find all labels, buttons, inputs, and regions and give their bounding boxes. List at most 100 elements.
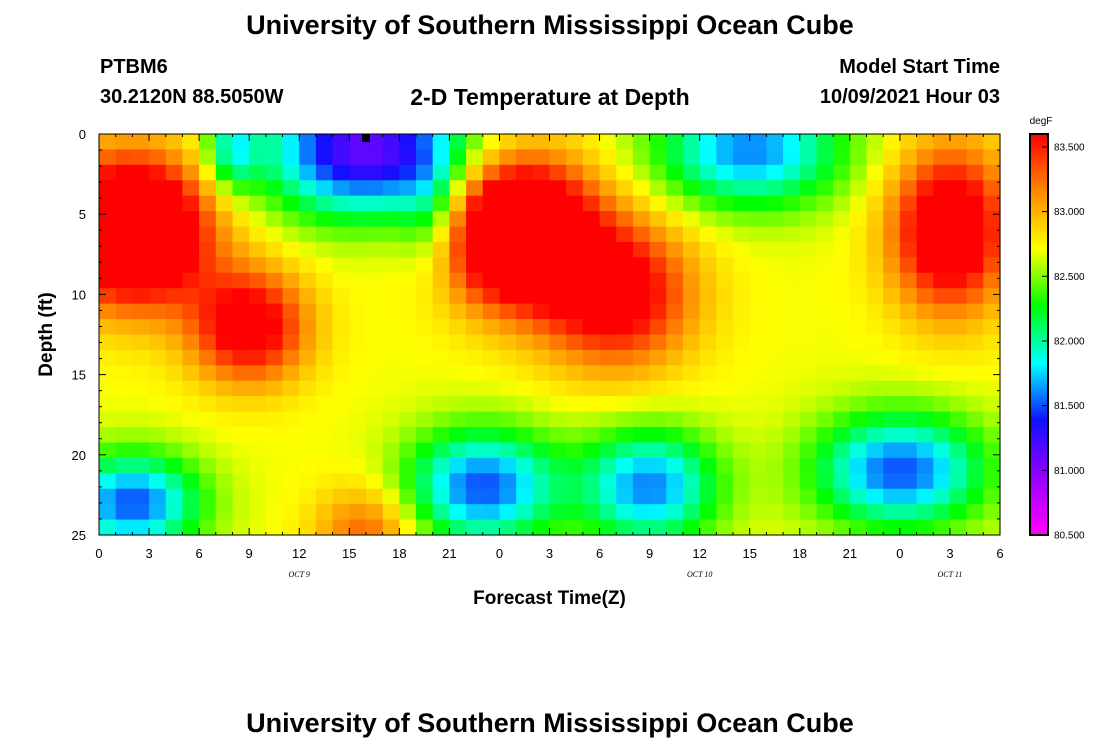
heatmap-cell [265, 396, 284, 413]
heatmap-cell [499, 226, 517, 243]
heatmap-cell [582, 396, 601, 413]
heatmap-cell [432, 257, 450, 274]
y-tick-label: 20 [72, 448, 86, 463]
heatmap-cell [549, 365, 567, 382]
heatmap-cell [165, 334, 184, 351]
heatmap-cell [399, 457, 417, 474]
heatmap-cell [449, 488, 467, 505]
heatmap-cell [432, 211, 450, 228]
heatmap-cell [799, 473, 818, 490]
heatmap-cell [516, 319, 534, 336]
heatmap-cell [516, 149, 534, 166]
heatmap-cell [132, 334, 150, 351]
heatmap-cell [416, 211, 434, 228]
x-tick-label: 6 [996, 546, 1003, 561]
heatmap-cell [599, 288, 617, 305]
heatmap-cell [632, 226, 651, 243]
heatmap-cell [299, 288, 317, 305]
heatmap-cell [783, 319, 801, 336]
heatmap-cell [599, 334, 617, 351]
heatmap-cell [983, 257, 1001, 274]
heatmap-cell [199, 241, 217, 258]
heatmap-cell [315, 272, 334, 289]
heatmap-cell [382, 519, 400, 536]
heatmap-cell [549, 164, 567, 181]
heatmap-cell [165, 396, 184, 413]
heatmap-cell [899, 319, 918, 336]
heatmap-cell [649, 272, 667, 289]
heatmap-cell [916, 457, 934, 474]
heatmap-cell [132, 303, 150, 320]
heatmap-cell [132, 519, 150, 536]
heatmap-cell [816, 241, 834, 258]
heatmap-cell [582, 226, 601, 243]
heatmap-cell [232, 365, 250, 382]
heatmap-cell [866, 365, 884, 382]
heatmap-cell [332, 380, 350, 397]
heatmap-cell [599, 380, 617, 397]
heatmap-cell [315, 365, 334, 382]
model-start-value: 10/09/2021 Hour 03 [819, 86, 1000, 108]
heatmap-cell [616, 226, 634, 243]
heatmap-cell [282, 349, 300, 366]
heatmap-cell [399, 319, 417, 336]
heatmap-cell [833, 241, 851, 258]
heatmap-cell [833, 164, 851, 181]
heatmap-cell [749, 380, 768, 397]
heatmap-cell [249, 211, 267, 228]
heatmap-cell [866, 241, 884, 258]
heatmap-cell [332, 427, 350, 444]
heatmap-cell [215, 334, 234, 351]
heatmap-cell [699, 504, 717, 521]
heatmap-cell [299, 303, 317, 320]
heatmap-cell [682, 241, 701, 258]
heatmap-cell [332, 396, 350, 413]
heatmap-cell [299, 396, 317, 413]
colorbar-tick-label: 81.000 [1054, 466, 1085, 477]
heatmap-cell [549, 195, 567, 212]
heatmap-cell [182, 334, 200, 351]
heatmap-cell [983, 504, 1001, 521]
heatmap-cell [666, 272, 684, 289]
heatmap-cell [115, 488, 133, 505]
heatmap-cell [616, 319, 634, 336]
heatmap-cell [499, 195, 517, 212]
heatmap-cell [232, 488, 250, 505]
heatmap-cell [949, 334, 968, 351]
heatmap-cell [416, 396, 434, 413]
heatmap-cell [632, 427, 651, 444]
heatmap-cell [799, 272, 818, 289]
heatmap-cell [432, 396, 450, 413]
heatmap-cell [783, 134, 801, 151]
heatmap-cell [399, 442, 417, 459]
heatmap-cell [883, 319, 901, 336]
heatmap-cell [716, 241, 734, 258]
heatmap-cell [699, 365, 717, 382]
heatmap-cell [649, 149, 667, 166]
heatmap-cell [716, 180, 734, 197]
heatmap-cell [799, 442, 818, 459]
heatmap-cell [983, 226, 1001, 243]
heatmap-cell [616, 457, 634, 474]
heatmap-cell [866, 164, 884, 181]
heatmap-cell [399, 488, 417, 505]
heatmap-cell [566, 241, 584, 258]
heatmap-cell [449, 319, 467, 336]
heatmap-cell [549, 288, 567, 305]
heatmap-cell [816, 149, 834, 166]
heatmap-cell [816, 319, 834, 336]
heatmap-cell [315, 411, 334, 428]
heatmap-cell [883, 442, 901, 459]
heatmap-cell [232, 241, 250, 258]
heatmap-cell [899, 396, 918, 413]
heatmap-cell [282, 519, 300, 536]
heatmap-cell [232, 457, 250, 474]
heatmap-cell [816, 411, 834, 428]
heatmap-cell [916, 334, 934, 351]
heatmap-cell [649, 380, 667, 397]
heatmap-cell [299, 211, 317, 228]
heatmap-cell [632, 288, 651, 305]
heatmap-cell [349, 334, 367, 351]
heatmap-cell [416, 457, 434, 474]
heatmap-cell [766, 365, 784, 382]
